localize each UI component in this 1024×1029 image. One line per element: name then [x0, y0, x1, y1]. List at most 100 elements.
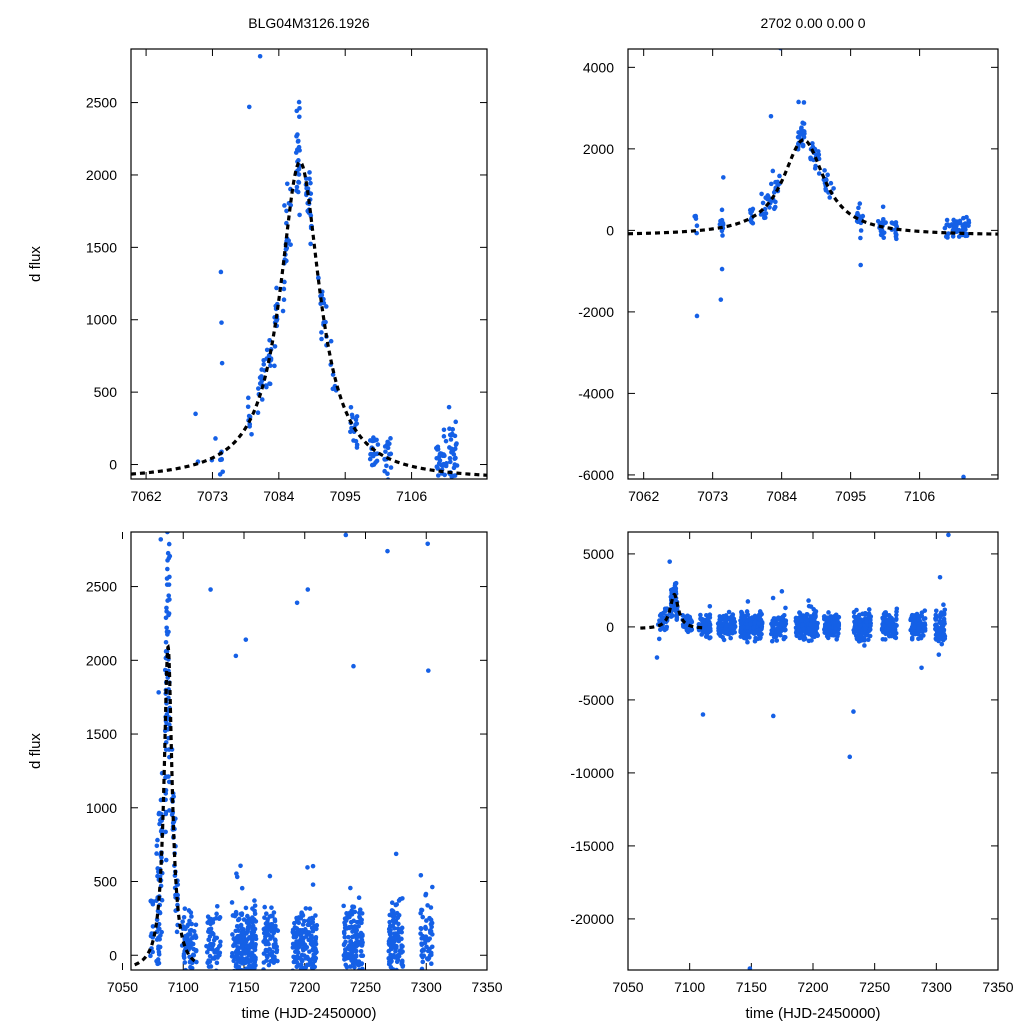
data-point [298, 916, 304, 921]
data-point [961, 225, 967, 231]
data-point [933, 626, 938, 632]
data-point [858, 262, 863, 268]
data-point [219, 360, 225, 366]
data-point [749, 208, 755, 214]
data-point [305, 922, 311, 928]
data-point [826, 628, 831, 634]
data-point [233, 912, 238, 917]
data-point [418, 926, 424, 931]
x-tick-label: 7062 [131, 488, 162, 504]
data-points [193, 53, 460, 479]
data-point [233, 971, 238, 976]
data-point [164, 605, 169, 611]
data-point [374, 437, 379, 443]
data-point [356, 895, 362, 901]
data-point [353, 954, 359, 959]
data-point [699, 632, 704, 637]
data-point [783, 621, 789, 626]
data-point [251, 997, 256, 1002]
y-tick-label: -15000 [570, 838, 614, 854]
data-point [718, 619, 723, 625]
y-tick-label: 2000 [583, 141, 614, 157]
data-point [801, 100, 807, 105]
data-point [951, 227, 957, 232]
data-point [269, 952, 275, 958]
x-tick-label: 7300 [411, 979, 442, 995]
data-point [938, 627, 944, 632]
x-axis-label: time (HJD-2450000) [241, 1005, 376, 1022]
data-point [247, 934, 252, 940]
data-point [267, 873, 273, 879]
data-point [243, 948, 249, 954]
data-point [158, 829, 164, 834]
data-point [399, 961, 404, 967]
data-point [854, 607, 859, 613]
data-point [779, 621, 784, 627]
data-point [187, 940, 192, 946]
data-point [218, 939, 223, 945]
data-point [240, 930, 246, 936]
y-tick-label: 2500 [86, 579, 117, 595]
data-point [882, 611, 888, 617]
data-point [250, 923, 256, 929]
data-point [961, 474, 966, 479]
data-point [348, 885, 353, 891]
y-tick-label: 500 [94, 384, 118, 400]
data-point [358, 953, 364, 959]
y-axis-label: d flux [27, 733, 44, 769]
data-point [167, 574, 172, 580]
data-point [422, 940, 428, 946]
data-point [393, 945, 399, 950]
data-point [175, 892, 180, 898]
data-point [941, 602, 946, 608]
data-point [165, 566, 170, 572]
data-point [354, 927, 360, 933]
data-point [182, 960, 188, 965]
data-point [889, 220, 895, 226]
data-point [856, 205, 861, 211]
data-point [966, 218, 971, 223]
data-point [719, 221, 725, 226]
data-point [309, 957, 315, 962]
data-point [662, 606, 668, 612]
data-point [330, 372, 336, 377]
data-point [919, 610, 925, 615]
data-point [193, 922, 199, 928]
data-point [234, 973, 239, 978]
data-point [881, 230, 887, 235]
data-point [936, 652, 942, 657]
data-point [166, 593, 172, 598]
data-point [266, 962, 272, 968]
data-point [833, 626, 838, 631]
data-point [708, 635, 713, 640]
data-point [441, 434, 447, 439]
data-point [214, 911, 219, 917]
data-point [891, 633, 897, 638]
data-point [796, 623, 801, 629]
data-point [312, 924, 317, 930]
data-point [861, 635, 867, 640]
data-point [419, 953, 424, 958]
data-point [316, 275, 321, 281]
data-point [430, 884, 435, 890]
data-point [307, 906, 313, 911]
data-point [166, 541, 172, 547]
data-point [767, 205, 772, 210]
data-point [773, 616, 778, 622]
data-point [208, 918, 213, 924]
data-point [654, 655, 660, 660]
data-point [158, 537, 164, 542]
y-tick-label: -4000 [578, 385, 614, 401]
data-point [300, 972, 305, 977]
data-point [719, 228, 725, 234]
data-point [319, 292, 325, 298]
data-point [270, 934, 275, 939]
data-point [350, 904, 355, 909]
data-point [916, 617, 921, 622]
data-points [692, 49, 972, 479]
data-point [375, 442, 381, 447]
data-point [245, 913, 250, 919]
data-point [800, 622, 805, 628]
data-point [243, 905, 249, 911]
data-point [353, 973, 358, 978]
